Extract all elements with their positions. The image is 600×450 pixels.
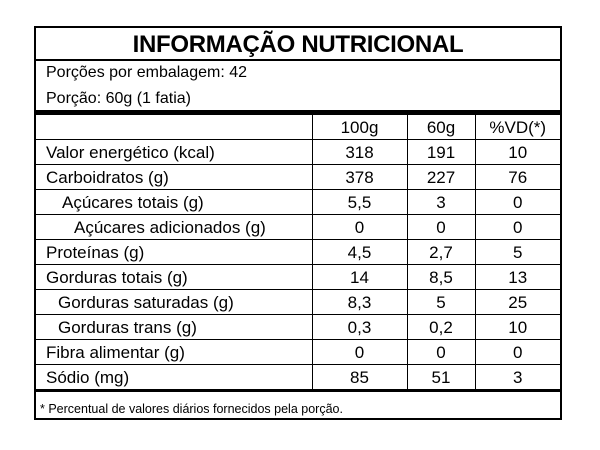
value-100g: 0,3 bbox=[311, 314, 407, 340]
header-cell-100g: 100g bbox=[311, 115, 407, 140]
value-60g: 3 bbox=[406, 189, 475, 215]
value-vd: 0 bbox=[474, 189, 560, 215]
nutrient-name: Carboidratos (g) bbox=[36, 164, 312, 190]
value-60g: 5 bbox=[406, 289, 475, 315]
nutrition-table: 100g 60g %VD(*) Valor energético (kcal) … bbox=[36, 115, 560, 392]
value-60g: 8,5 bbox=[406, 264, 475, 290]
value-vd: 5 bbox=[474, 239, 560, 265]
value-60g: 227 bbox=[406, 164, 475, 190]
value-vd: 0 bbox=[474, 339, 560, 365]
nutrition-facts-label: INFORMAÇÃO NUTRICIONAL Porções por embal… bbox=[34, 26, 562, 420]
value-100g: 85 bbox=[311, 364, 407, 392]
value-100g: 5,5 bbox=[311, 189, 407, 215]
nutrient-name: Valor energético (kcal) bbox=[36, 139, 312, 165]
value-100g: 0 bbox=[311, 214, 407, 240]
table-row: Fibra alimentar (g) 0 0 0 bbox=[36, 339, 560, 365]
table-row: Gorduras totais (g) 14 8,5 13 bbox=[36, 264, 560, 290]
table-row: Valor energético (kcal) 318 191 10 bbox=[36, 139, 560, 165]
value-vd: 0 bbox=[474, 214, 560, 240]
thick-divider bbox=[36, 110, 560, 115]
nutrient-name: Açúcares totais (g) bbox=[36, 189, 312, 215]
footnote: * Percentual de valores diários fornecid… bbox=[40, 402, 343, 416]
nutrient-name: Proteínas (g) bbox=[36, 239, 312, 265]
value-vd: 3 bbox=[474, 364, 560, 392]
value-60g: 2,7 bbox=[406, 239, 475, 265]
nutrient-name: Açúcares adicionados (g) bbox=[36, 214, 312, 240]
header-cell-60g: 60g bbox=[406, 115, 475, 140]
nutrient-name: Sódio (mg) bbox=[36, 364, 312, 392]
label-title: INFORMAÇÃO NUTRICIONAL bbox=[36, 28, 560, 61]
table-row: Sódio (mg) 85 51 3 bbox=[36, 364, 560, 392]
value-100g: 378 bbox=[311, 164, 407, 190]
value-60g: 51 bbox=[406, 364, 475, 392]
nutrient-name: Fibra alimentar (g) bbox=[36, 339, 312, 365]
table-header-row: 100g 60g %VD(*) bbox=[36, 115, 560, 140]
table-row: Carboidratos (g) 378 227 76 bbox=[36, 164, 560, 190]
table-row: Proteínas (g) 4,5 2,7 5 bbox=[36, 239, 560, 265]
value-60g: 0,2 bbox=[406, 314, 475, 340]
table-row: Gorduras trans (g) 0,3 0,2 10 bbox=[36, 314, 560, 340]
value-vd: 10 bbox=[474, 314, 560, 340]
value-vd: 13 bbox=[474, 264, 560, 290]
table-row: Açúcares totais (g) 5,5 3 0 bbox=[36, 189, 560, 215]
nutrient-name: Gorduras totais (g) bbox=[36, 264, 312, 290]
value-60g: 191 bbox=[406, 139, 475, 165]
value-100g: 4,5 bbox=[311, 239, 407, 265]
header-cell-vd: %VD(*) bbox=[474, 115, 560, 140]
nutrient-name: Gorduras trans (g) bbox=[36, 314, 312, 340]
value-vd: 10 bbox=[474, 139, 560, 165]
value-vd: 25 bbox=[474, 289, 560, 315]
value-60g: 0 bbox=[406, 214, 475, 240]
nutrient-name: Gorduras saturadas (g) bbox=[36, 289, 312, 315]
value-100g: 8,3 bbox=[311, 289, 407, 315]
value-100g: 14 bbox=[311, 264, 407, 290]
serving-size: Porção: 60g (1 fatia) bbox=[46, 90, 191, 107]
value-100g: 0 bbox=[311, 339, 407, 365]
portions-per-package: Porções por embalagem: 42 bbox=[46, 64, 247, 81]
header-cell-nutrient bbox=[36, 115, 312, 140]
table-row: Açúcares adicionados (g) 0 0 0 bbox=[36, 214, 560, 240]
value-vd: 76 bbox=[474, 164, 560, 190]
table-row: Gorduras saturadas (g) 8,3 5 25 bbox=[36, 289, 560, 315]
value-60g: 0 bbox=[406, 339, 475, 365]
value-100g: 318 bbox=[311, 139, 407, 165]
